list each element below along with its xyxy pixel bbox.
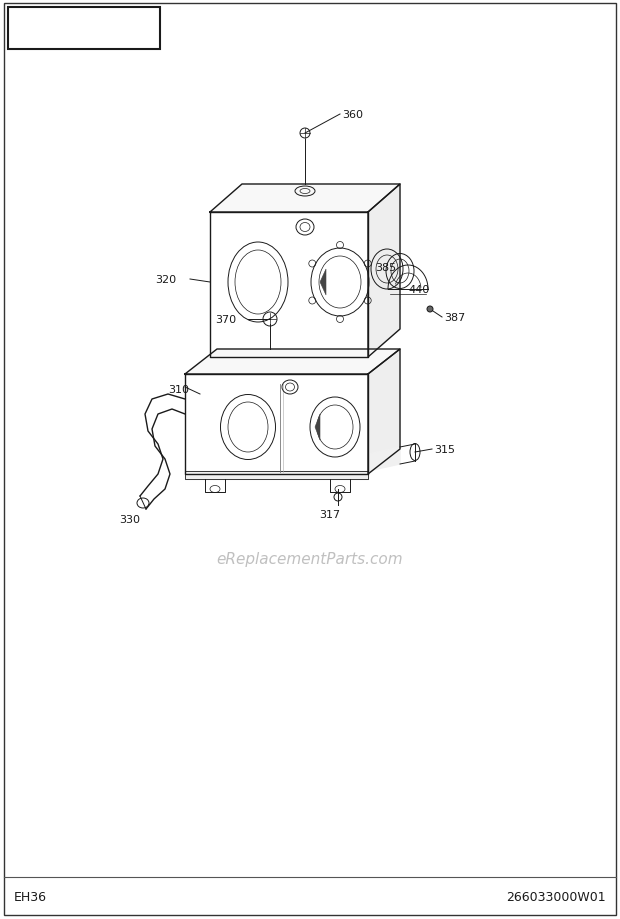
Polygon shape bbox=[210, 213, 368, 357]
Polygon shape bbox=[210, 185, 400, 213]
Polygon shape bbox=[185, 471, 368, 480]
Polygon shape bbox=[368, 349, 400, 474]
Text: 370: 370 bbox=[215, 314, 236, 324]
Text: FIG.  330: FIG. 330 bbox=[18, 18, 144, 42]
Text: 315: 315 bbox=[434, 445, 455, 455]
Polygon shape bbox=[185, 375, 368, 474]
Bar bbox=[8, 8, 160, 50]
Text: 317: 317 bbox=[319, 509, 340, 519]
Text: eReplacementParts.com: eReplacementParts.com bbox=[216, 552, 404, 567]
Text: 320: 320 bbox=[155, 275, 176, 285]
Polygon shape bbox=[368, 448, 400, 471]
Polygon shape bbox=[368, 185, 400, 357]
Text: 266033000W01: 266033000W01 bbox=[507, 891, 606, 903]
Text: EH36: EH36 bbox=[14, 891, 47, 903]
Text: 385: 385 bbox=[375, 263, 396, 273]
Text: 330: 330 bbox=[120, 515, 141, 525]
Polygon shape bbox=[185, 349, 400, 375]
Polygon shape bbox=[315, 414, 320, 440]
Text: 387: 387 bbox=[444, 312, 465, 323]
Ellipse shape bbox=[427, 307, 433, 312]
Text: 310: 310 bbox=[168, 384, 189, 394]
Polygon shape bbox=[320, 269, 326, 296]
Text: 360: 360 bbox=[342, 110, 363, 119]
Text: 440: 440 bbox=[408, 285, 429, 295]
